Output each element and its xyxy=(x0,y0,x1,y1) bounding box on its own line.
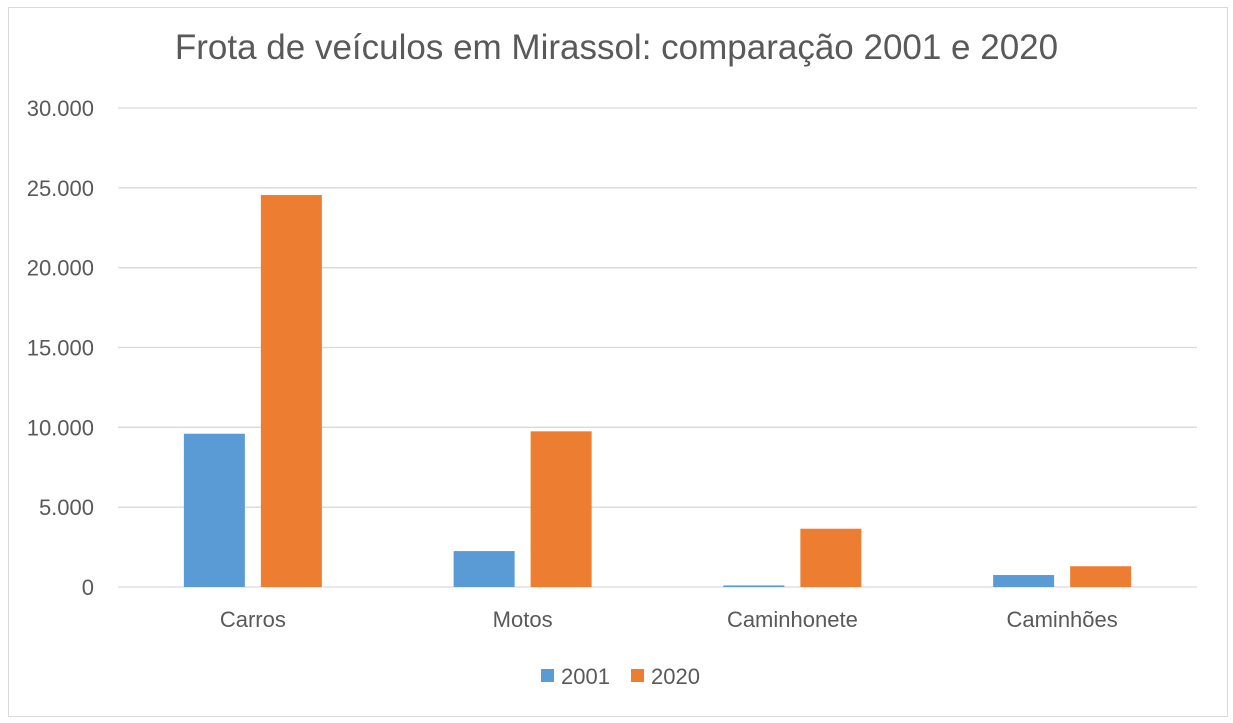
x-tick-label: Caminhonete xyxy=(727,607,858,632)
bar xyxy=(453,551,515,587)
y-tick-label: 30.000 xyxy=(27,96,94,121)
legend-label: 2020 xyxy=(651,664,700,689)
y-tick-label: 20.000 xyxy=(27,256,94,281)
chart-title: Frota de veículos em Mirassol: comparaçã… xyxy=(174,28,1059,67)
bar xyxy=(993,575,1055,587)
legend-label: 2001 xyxy=(561,664,610,689)
bar xyxy=(800,528,862,587)
bar xyxy=(183,433,245,587)
y-tick-label: 15.000 xyxy=(27,336,94,361)
x-tick-label: Motos xyxy=(493,607,553,632)
y-tick-label: 0 xyxy=(82,575,94,600)
y-tick-label: 25.000 xyxy=(27,176,94,201)
x-tick-label: Caminhões xyxy=(1006,607,1117,632)
bar xyxy=(1070,566,1132,587)
legend-swatch xyxy=(631,669,644,682)
bar xyxy=(260,195,322,588)
bar xyxy=(530,431,592,587)
y-tick-label: 5.000 xyxy=(39,495,94,520)
legend-swatch xyxy=(541,669,554,682)
x-tick-label: Carros xyxy=(220,607,286,632)
chart-frame xyxy=(8,7,1228,717)
bar xyxy=(723,585,785,587)
y-tick-label: 10.000 xyxy=(27,415,94,440)
